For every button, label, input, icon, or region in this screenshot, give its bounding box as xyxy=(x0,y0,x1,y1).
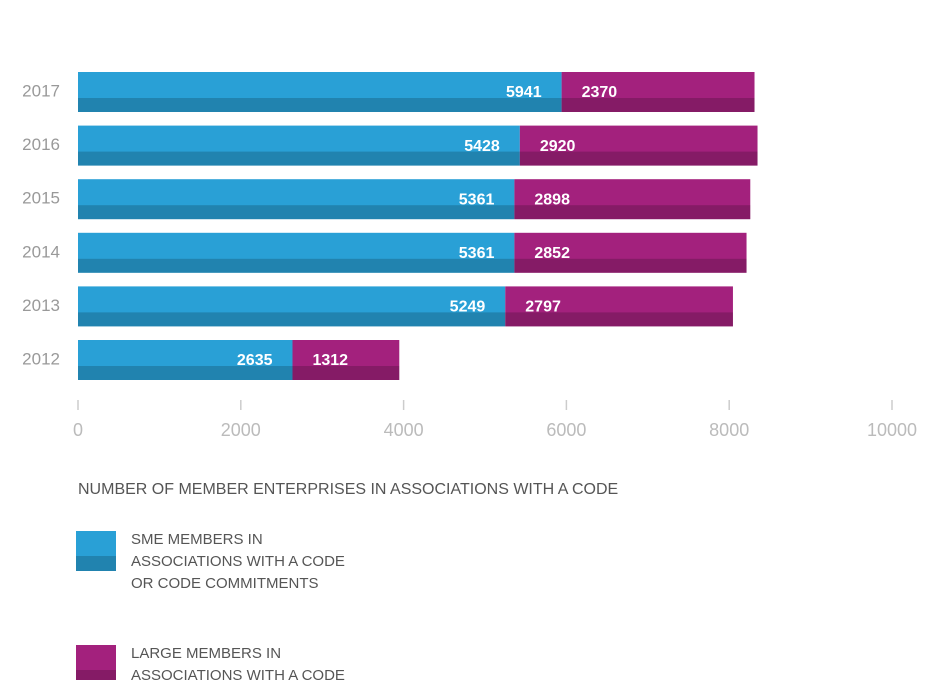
x-tick-label: 0 xyxy=(73,420,83,440)
x-tick-label: 4000 xyxy=(384,420,424,440)
x-tick-label: 8000 xyxy=(709,420,749,440)
y-tick-label: 2013 xyxy=(22,296,60,315)
bar-shade xyxy=(78,205,515,220)
bar-shade xyxy=(505,312,733,327)
bar-shade xyxy=(78,312,506,327)
value-label: 5428 xyxy=(464,138,500,155)
value-label: 2852 xyxy=(534,245,570,262)
bar-segment xyxy=(514,179,751,220)
y-tick-label: 2014 xyxy=(22,242,60,261)
bar-shade xyxy=(561,98,755,112)
bar-segment xyxy=(514,232,747,273)
value-label: 2920 xyxy=(540,138,576,155)
bar-shade xyxy=(78,258,515,273)
y-tick-label: 2017 xyxy=(22,81,60,100)
legend-swatch xyxy=(76,531,116,571)
bar-segment xyxy=(78,286,506,327)
x-axis-title: NUMBER OF MEMBER ENTERPRISES IN ASSOCIAT… xyxy=(78,481,618,498)
bar-shade xyxy=(78,151,520,166)
bar-segment xyxy=(78,340,293,380)
bar-shade xyxy=(292,366,400,380)
legend-label: SME MEMBERS IN ASSOCIATIONS WITH A CODE … xyxy=(131,531,345,592)
legend-swatch xyxy=(76,645,116,680)
y-tick-label: 2016 xyxy=(22,135,60,154)
bar-segment xyxy=(519,125,758,166)
bar-segment xyxy=(78,232,515,273)
value-label: 2898 xyxy=(534,191,570,208)
bar-segment xyxy=(78,125,520,166)
bar-shade xyxy=(78,98,562,112)
bar-segment xyxy=(78,72,562,112)
bar-segment xyxy=(505,286,733,327)
value-label: 5249 xyxy=(450,299,486,316)
bar-shade xyxy=(78,366,293,380)
value-label: 5361 xyxy=(459,245,495,262)
value-label: 2635 xyxy=(237,352,273,369)
value-label: 1312 xyxy=(312,352,348,369)
x-tick-label: 6000 xyxy=(546,420,586,440)
bar-shade xyxy=(514,258,747,273)
value-label: 2370 xyxy=(582,84,618,101)
bar-segment xyxy=(561,72,755,112)
legend-label: LARGE MEMBERS IN ASSOCIATIONS WITH A COD… xyxy=(131,645,345,680)
bar-segment xyxy=(78,179,515,220)
y-tick-label: 2012 xyxy=(22,349,60,368)
bar-segment xyxy=(292,340,400,380)
x-tick-label: 10000 xyxy=(867,420,917,440)
x-tick-label: 2000 xyxy=(221,420,261,440)
value-label: 5941 xyxy=(506,84,542,101)
y-tick-label: 2015 xyxy=(22,189,60,208)
bar-shade xyxy=(514,205,751,220)
value-label: 2797 xyxy=(525,299,561,316)
value-label: 5361 xyxy=(459,191,495,208)
bar-shade xyxy=(519,151,758,166)
